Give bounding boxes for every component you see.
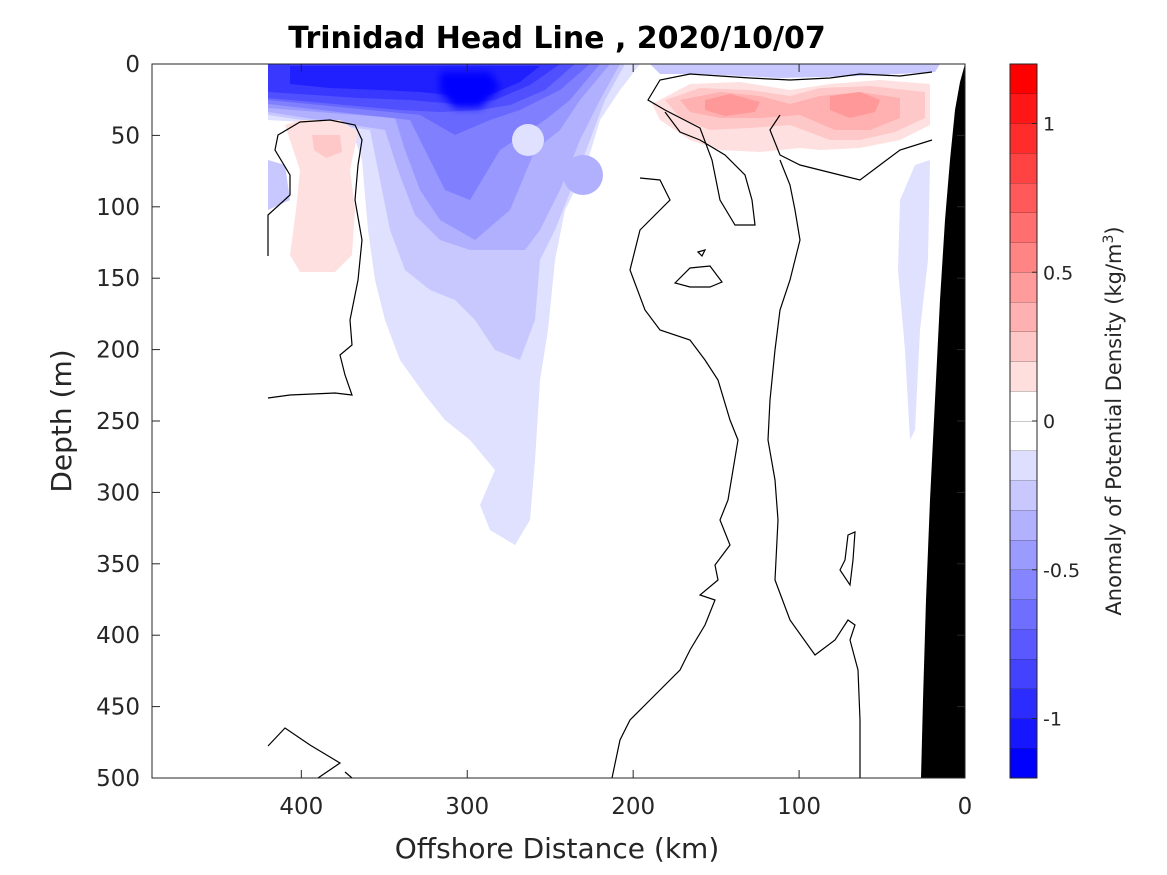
colorbar-tick-label: 1 [1043, 114, 1055, 136]
offshore-positive-outer [285, 120, 358, 272]
y-tick-label: 500 [96, 766, 140, 792]
y-axis-label: Depth (m) [45, 349, 78, 492]
x-tick-label: 400 [279, 794, 323, 820]
colorbar-tick-label: -0.5 [1043, 560, 1080, 582]
y-tick-label: 400 [96, 623, 140, 649]
colorbar-swatch [1010, 540, 1037, 570]
contour-bottom-left [267, 727, 353, 778]
colorbar-swatch [1010, 183, 1037, 213]
colorbar-label: Anomaly of Potential Density (kg/m3) [1101, 226, 1126, 615]
x-tick-label: 100 [777, 794, 821, 820]
colorbar-swatch [1010, 64, 1037, 94]
x-axis-label: Offshore Distance (km) [395, 832, 720, 865]
colorbar-swatch [1010, 659, 1037, 689]
colorbar-swatch [1010, 361, 1037, 392]
colorbar-ticks: 1 0.5 0 -0.5 -1 [1032, 114, 1080, 731]
y-tick-label: 100 [96, 195, 140, 221]
y-tick-label: 0 [125, 52, 140, 78]
colorbar-swatch [1010, 153, 1037, 183]
contour-offshore-loop [267, 119, 363, 399]
colorbar-swatch [1010, 242, 1037, 273]
colorbar-tick-label: 0 [1043, 411, 1055, 433]
colorbar-swatch [1010, 302, 1037, 332]
contour-center-long [611, 177, 739, 778]
contour-nearshore-upper [647, 71, 933, 226]
y-tick-label: 250 [96, 409, 140, 435]
y-tick-label: 200 [96, 338, 140, 364]
y-tick-label: 150 [96, 266, 140, 292]
colorbar-swatch [1010, 629, 1037, 659]
contour-center-right [767, 159, 861, 778]
zero-contours [267, 71, 933, 778]
y-tick-label: 300 [96, 480, 140, 506]
colorbar-swatch [1010, 480, 1037, 511]
x-tick-label: 0 [958, 794, 973, 820]
blue-patch-a [563, 155, 603, 195]
colorbar-swatch [1010, 391, 1037, 421]
contour-small-spot [696, 249, 707, 258]
contour-mini-loop [839, 531, 856, 587]
chart-title: Trinidad Head Line , 2020/10/07 [288, 21, 825, 56]
colorbar-swatch [1010, 748, 1037, 778]
colorbar-swatch [1010, 93, 1037, 124]
x-tick-label: 200 [611, 794, 655, 820]
contour-small-loop [673, 265, 723, 288]
x-tick-label: 300 [445, 794, 489, 820]
colorbar-tick-label: -1 [1043, 709, 1062, 731]
blue-patch-b [512, 124, 544, 156]
colorbar-swatch [1010, 212, 1037, 243]
colorbar-swatch [1010, 599, 1037, 630]
x-axis: 400 300 200 100 0 [279, 64, 972, 820]
y-tick-label: 450 [96, 695, 140, 721]
colorbar-swatch [1010, 718, 1037, 749]
colorbar: 1 0.5 0 -0.5 -1 [1009, 63, 1080, 779]
colorbar-swatches [1010, 63, 1037, 778]
nearshore-negative-strip [898, 160, 930, 440]
colorbar-label-suffix: ) [1102, 226, 1126, 234]
colorbar-swatch [1010, 123, 1037, 154]
colorbar-label-prefix: Anomaly of Potential Density (kg/m [1102, 244, 1126, 616]
plot-area [151, 63, 966, 779]
contour-nearshore-lower [769, 114, 933, 181]
y-tick-label: 50 [111, 123, 140, 149]
negative-anomaly-peak [440, 72, 500, 108]
y-axis: 0 50 100 150 200 250 300 350 400 450 500 [96, 52, 965, 792]
colorbar-swatch [1010, 272, 1037, 302]
y-tick-label: 350 [96, 552, 140, 578]
nearshore-positive-4 [705, 92, 880, 118]
colorbar-swatch [1010, 450, 1037, 481]
blue-patch-c [268, 160, 290, 210]
colorbar-swatch [1010, 688, 1037, 719]
seafloor [921, 64, 965, 778]
colorbar-swatch [1010, 421, 1037, 451]
colorbar-swatch [1010, 569, 1037, 600]
colorbar-swatch [1010, 331, 1037, 362]
colorbar-swatch [1010, 510, 1037, 540]
colorbar-tick-label: 0.5 [1043, 262, 1073, 284]
colorbar-label-sup: 3 [1101, 235, 1117, 244]
anomaly-field [267, 64, 965, 778]
offshore-positive-inner [312, 135, 342, 158]
